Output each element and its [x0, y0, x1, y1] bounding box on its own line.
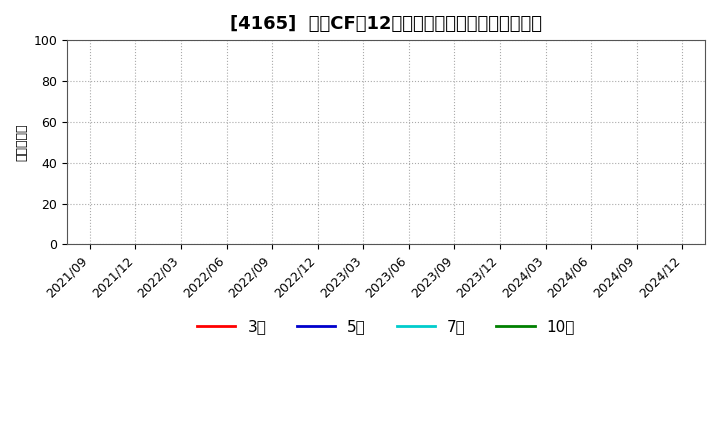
Title: [4165]  営業CFだ12か月移動合計の標準偏差の推移: [4165] 営業CFだ12か月移動合計の標準偏差の推移 [230, 15, 542, 33]
Y-axis label: （百万円）: （百万円） [15, 124, 28, 161]
Legend: 3年, 5年, 7年, 10年: 3年, 5年, 7年, 10年 [191, 313, 581, 341]
